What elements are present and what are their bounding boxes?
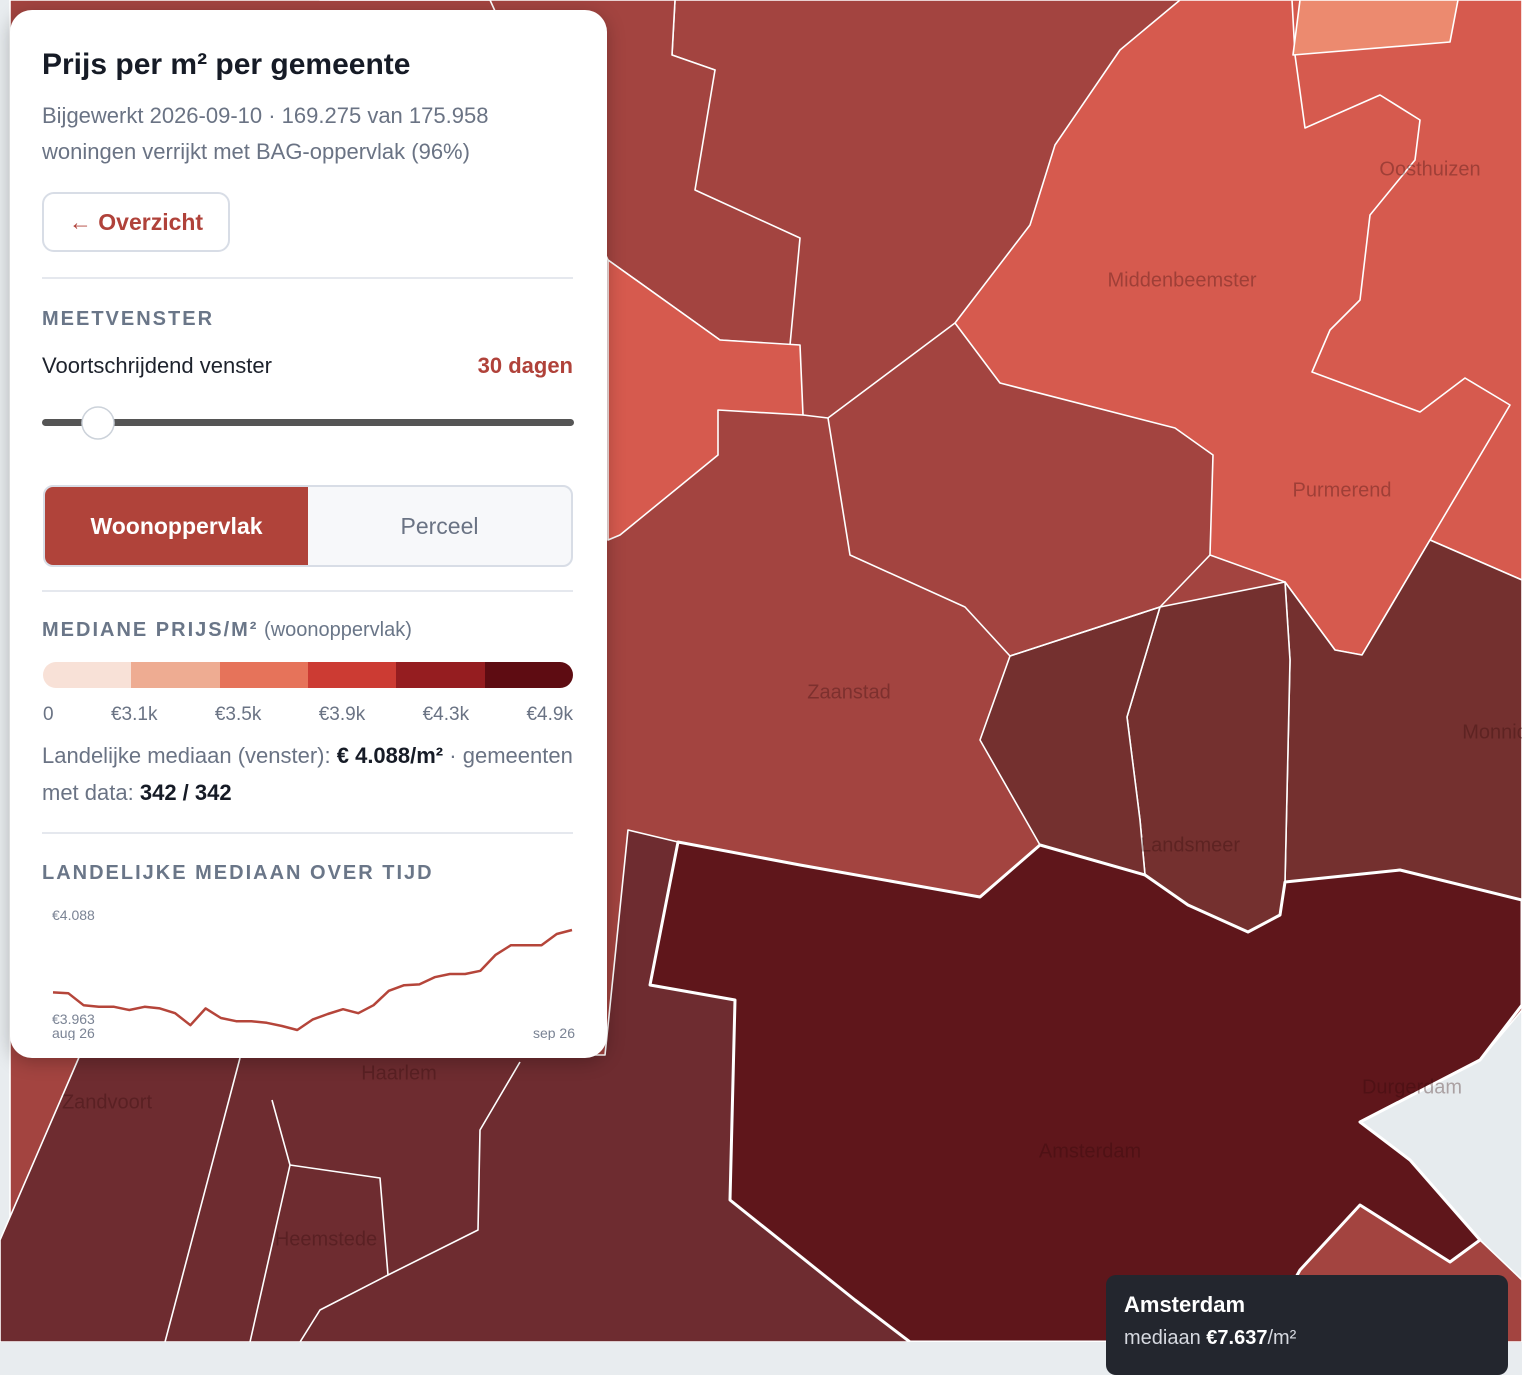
place-label: Heemstede	[275, 1228, 377, 1250]
toggle-option[interactable]: Perceel	[400, 512, 479, 539]
legend-title: MEDIANE PRIJS/M²	[42, 619, 259, 641]
tooltip-unit: /m²	[1267, 1327, 1297, 1349]
scale-tick-label: €4.9k	[526, 704, 573, 725]
scale-tick-label: €3.9k	[318, 704, 366, 725]
place-label: Haarlem	[361, 1062, 437, 1084]
median-label: Landelijke mediaan (venster):	[42, 743, 331, 768]
boundary	[387, 1061, 521, 1276]
toggle-option[interactable]: Woonoppervlak	[45, 487, 308, 565]
place-label: Purmerend	[1293, 479, 1392, 501]
legend-heading: MEDIANE PRIJS/M² (woonoppervlak)	[42, 619, 412, 642]
boundary	[827, 417, 1211, 657]
stats: Landelijke mediaan (venster): € 4.088/m²…	[42, 737, 587, 811]
panel-title: Prijs per m² per gemeente	[42, 48, 411, 81]
place-label: Landsmeer	[1140, 834, 1240, 856]
divider	[42, 277, 573, 279]
tooltip-title: Amsterdam	[1124, 1292, 1246, 1317]
place-label: Zandvoort	[62, 1091, 152, 1113]
tooltip-value: €7.637	[1206, 1327, 1268, 1349]
y-tick-label: €4.088	[52, 907, 95, 923]
color-scale-ticks: 0 €3.1k €3.5k €3.9k €4.3k €4.9k	[43, 704, 573, 726]
boundary	[1291, 0, 1511, 541]
y-tick-label: €3.963	[52, 1011, 95, 1027]
window-value: 30 dagen	[477, 353, 573, 378]
scale-tick-label: 0	[43, 704, 54, 725]
measure-toggle: Woonoppervlak Perceel	[43, 485, 573, 567]
back-button[interactable]: ← Overzicht	[42, 192, 230, 252]
place-label: Zaanstad	[807, 681, 890, 703]
window-label: Voortschrijdend venster	[42, 353, 272, 378]
scale-swatch	[396, 662, 485, 688]
tooltip: Amsterdam mediaan €7.637/m²	[1106, 1275, 1508, 1375]
tooltip-label: mediaan	[1124, 1327, 1201, 1349]
boundary	[164, 1057, 241, 1342]
scale-tick-label: €3.5k	[214, 704, 262, 725]
x-tick-label: sep 26	[533, 1025, 575, 1040]
window-slider[interactable]	[40, 405, 585, 445]
tooltip-line: mediaan €7.637/m²	[1124, 1327, 1296, 1350]
place-label: Durgerdam	[1362, 1076, 1462, 1098]
scale-swatch	[43, 662, 132, 688]
slider-track	[42, 419, 574, 426]
municipality[interactable]	[979, 606, 1161, 876]
count-label: gemeenten met data:	[42, 743, 573, 805]
median-value: € 4.088/m²	[336, 743, 444, 768]
municipality[interactable]	[607, 259, 804, 541]
place-label: Middenbeemster	[1108, 269, 1257, 291]
place-label: Amsterdam	[1039, 1140, 1141, 1162]
scale-swatch	[484, 662, 573, 688]
chart-title: LANDELIJKE MEDIAAN OVER TIJD	[42, 862, 434, 884]
divider	[42, 832, 573, 834]
section-heading: MEETVENSTER	[42, 308, 215, 330]
scale-swatch	[131, 662, 220, 688]
count-value: 342 / 342	[139, 780, 232, 805]
x-tick-label: aug 26	[52, 1025, 95, 1040]
slider-thumb[interactable]	[81, 406, 115, 440]
municipality[interactable]	[648, 840, 1522, 1342]
scale-swatch	[307, 662, 397, 688]
separator: ·	[449, 743, 457, 768]
scale-swatch	[219, 662, 308, 688]
legend-note: (woonoppervlak)	[264, 619, 412, 641]
place-label: Oosthuizen	[1379, 158, 1480, 180]
side-panel: Prijs per m² per gemeente Bijgewerkt 202…	[10, 10, 607, 1058]
place-label: Monnickendam	[1462, 721, 1522, 743]
panel-subtitle: Bijgewerkt 2026-09-10 · 169.275 van 175.…	[42, 103, 489, 164]
color-scale	[43, 662, 573, 688]
place-labels: Oosthuizen Middenbeemster Purmerend Zaansta…	[62, 158, 1522, 1250]
divider	[42, 590, 573, 592]
scale-tick-label: €3.1k	[110, 704, 158, 725]
scale-tick-label: €4.3k	[422, 704, 470, 725]
map[interactable]: Oosthuizen Middenbeemster Purmerend Zaansta…	[0, 0, 1522, 1342]
trend-line	[52, 928, 573, 1032]
municipality[interactable]	[1292, 0, 1459, 56]
